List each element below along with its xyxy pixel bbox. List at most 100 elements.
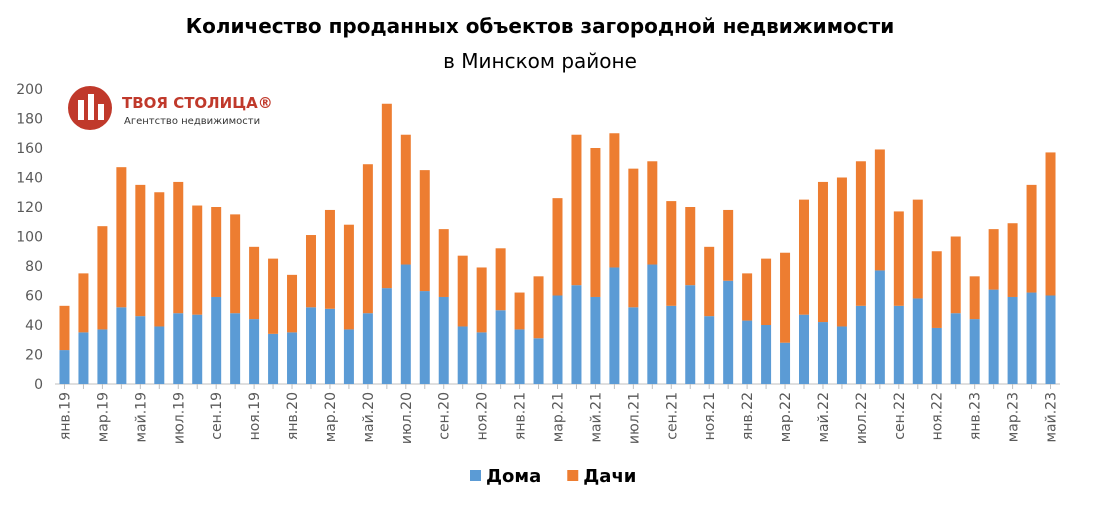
bar-segment (799, 314, 810, 384)
bar-segment (287, 274, 298, 333)
bar-segment (324, 308, 335, 384)
bar-segment (874, 270, 885, 384)
y-tick-label: 40 (25, 318, 43, 334)
bar-segment (647, 161, 658, 265)
bar-segment (780, 342, 791, 384)
bar-segment (154, 192, 165, 327)
bar-segment (249, 246, 260, 320)
x-tick-label: мар.22 (778, 392, 794, 442)
x-tick-label: ноя.22 (930, 392, 946, 440)
bar-segment (211, 207, 222, 297)
x-tick-label: июл.20 (399, 392, 415, 444)
bar-segment (97, 226, 108, 330)
logo-tagline: Агентство недвижимости (124, 116, 260, 127)
logo-icon (88, 94, 94, 120)
y-tick-label: 140 (16, 171, 43, 187)
bar-segment (135, 184, 146, 317)
bar-segment (590, 296, 601, 384)
y-tick-label: 160 (16, 141, 43, 157)
bar-segment (173, 181, 184, 314)
y-tick-label: 0 (34, 377, 43, 393)
bar-segment (514, 329, 525, 384)
bar-segment (324, 209, 335, 309)
bar-segment (1007, 296, 1018, 384)
bar-segment (969, 319, 980, 384)
y-tick-label: 80 (25, 259, 43, 275)
bar-segment (192, 205, 203, 315)
bar-segment (343, 329, 354, 384)
x-tick-label: янв.23 (968, 392, 984, 440)
bar-segment (154, 326, 165, 384)
bar-segment (571, 285, 582, 384)
x-tick-label: сен.21 (664, 392, 680, 440)
bar-segment (381, 288, 392, 384)
bar-segment (704, 246, 715, 317)
x-tick-label: ноя.21 (702, 392, 718, 440)
bar-segment (59, 305, 70, 351)
x-tick-label: мар.19 (95, 392, 111, 442)
bar-segment (476, 332, 487, 384)
chart-subtitle: в Минском районе (443, 49, 637, 73)
bar-segment (438, 296, 449, 384)
y-tick-label: 120 (16, 200, 43, 216)
bar-segment (685, 207, 696, 286)
bar-segment (855, 305, 866, 384)
bar-segment (59, 350, 70, 384)
bar-segment (78, 332, 89, 384)
bar-segment (78, 273, 89, 333)
bar-segment (571, 134, 582, 286)
x-tick-label: мар.21 (551, 392, 567, 442)
x-tick-label: ноя.19 (247, 392, 263, 440)
bar-segment (628, 168, 639, 308)
bar-segment (950, 313, 961, 384)
x-tick-label: июл.19 (171, 392, 187, 444)
x-tick-label: май.23 (1044, 392, 1060, 443)
chart-title: Количество проданных объектов загородной… (186, 14, 895, 38)
x-tick-label: ноя.20 (475, 392, 491, 440)
bar-segment (476, 267, 487, 333)
logo: ТВОЯ СТОЛИЦА® Агентство недвижимости (68, 86, 273, 130)
x-tick-label: май.21 (588, 392, 604, 443)
bar-segment (931, 327, 942, 384)
bar-segment (192, 314, 203, 384)
logo-icon (78, 100, 84, 120)
bar-segment (780, 252, 791, 343)
bar-segment (950, 236, 961, 314)
x-tick-label: янв.19 (57, 392, 73, 440)
bar-segment (305, 235, 316, 308)
bar-segment (457, 255, 468, 327)
bar-segment (343, 224, 354, 330)
bar-segment (400, 134, 411, 265)
bar-segment (419, 291, 430, 384)
bar-segment (419, 170, 430, 292)
bar-segment (969, 276, 980, 320)
bar-segment (533, 276, 544, 339)
bar-segment (514, 292, 525, 330)
x-tick-label: янв.20 (285, 392, 301, 440)
bar-segment (362, 313, 373, 384)
bar-segment (230, 313, 241, 384)
bar-segment (988, 289, 999, 384)
x-tick-label: мар.23 (1006, 392, 1022, 442)
y-tick-label: 100 (16, 230, 43, 246)
bar-segment (761, 325, 772, 384)
bar-segment (685, 285, 696, 384)
bar-segment (381, 103, 392, 289)
y-tick-label: 20 (25, 348, 43, 364)
x-tick-label: сен.19 (209, 392, 225, 440)
bar-segment (1026, 292, 1037, 384)
bar-segment (723, 209, 734, 281)
bar-segment (836, 177, 847, 327)
bar-segment (116, 307, 127, 384)
logo-name: ТВОЯ СТОЛИЦА® (122, 94, 273, 112)
bar-segment (666, 201, 677, 306)
bar-segment (912, 199, 923, 299)
logo-icon (98, 104, 104, 120)
bar-segment (438, 229, 449, 297)
bar-segment (211, 296, 222, 384)
x-tick-label: июл.21 (626, 392, 642, 444)
bar-segment (855, 161, 866, 306)
bar-segment (1045, 152, 1056, 296)
y-tick-label: 60 (25, 289, 43, 305)
